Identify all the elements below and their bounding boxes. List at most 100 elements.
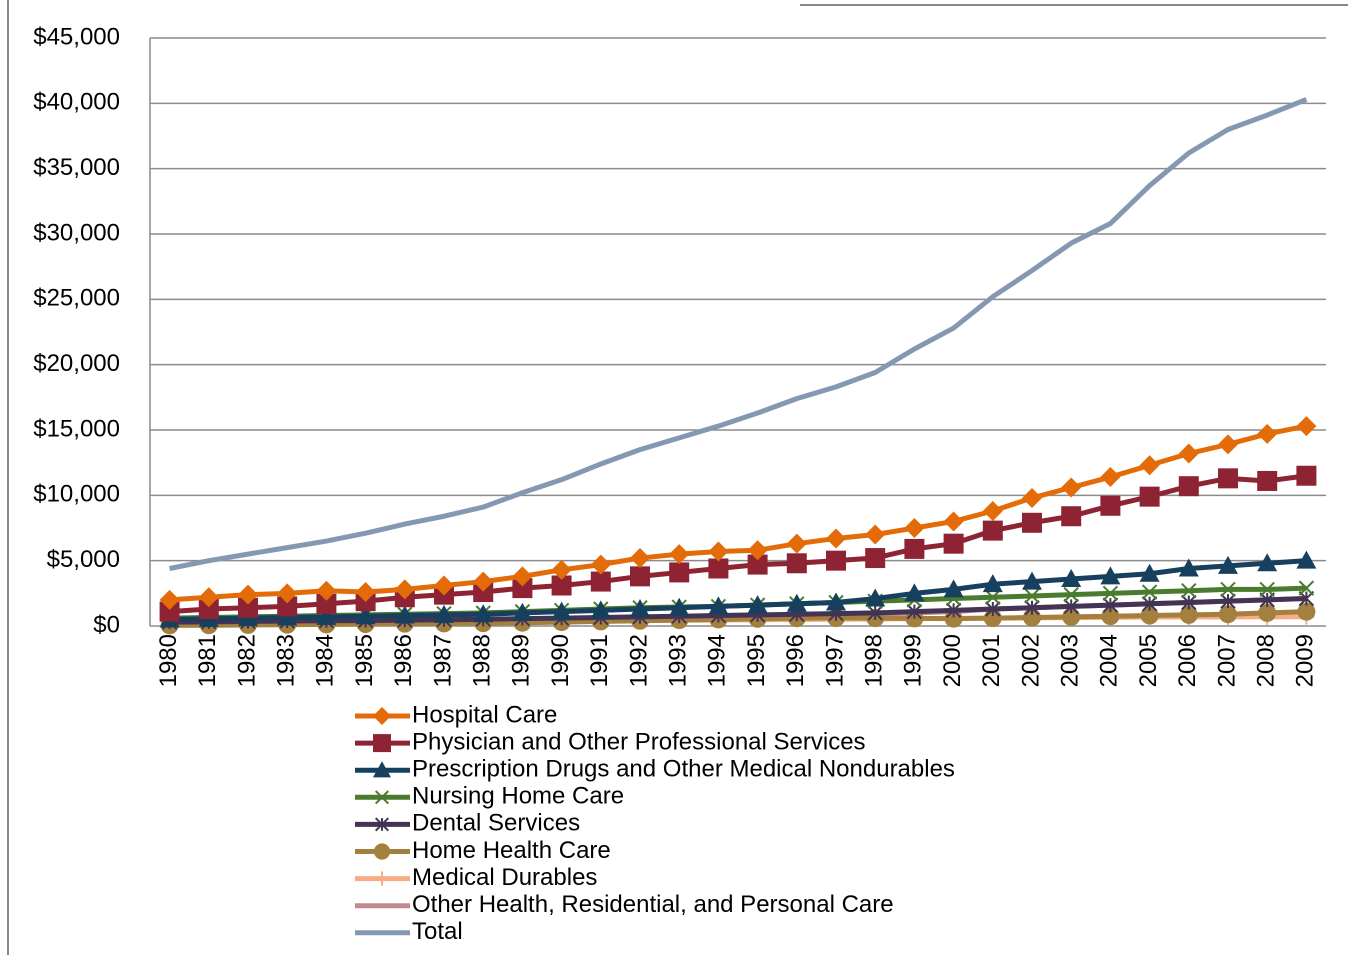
legend-label: Physician and Other Professional Service… — [412, 728, 866, 755]
data-point — [1218, 468, 1238, 489]
data-point — [747, 595, 768, 614]
data-point — [786, 533, 807, 554]
data-point — [906, 603, 923, 620]
data-point — [1022, 571, 1042, 590]
data-point — [473, 582, 494, 603]
data-point — [512, 566, 533, 587]
data-point — [1061, 477, 1082, 498]
x-tick-label: 1990 — [547, 634, 574, 687]
legend-label: Prescription Drugs and Other Medical Non… — [412, 756, 955, 783]
data-point — [1139, 486, 1160, 507]
data-point — [394, 605, 415, 624]
legend-label: Medical Durables — [412, 864, 597, 891]
data-point — [473, 571, 494, 592]
data-point — [985, 589, 1001, 605]
data-point — [786, 553, 807, 574]
x-tick-label: 1992 — [625, 634, 652, 687]
legend-label: Dental Services — [412, 810, 580, 837]
data-point — [904, 538, 925, 559]
data-point — [826, 592, 846, 611]
data-point — [826, 550, 846, 571]
data-point — [1022, 487, 1042, 508]
data-point — [904, 518, 925, 538]
x-tick-label: 1995 — [743, 634, 770, 687]
data-point — [943, 533, 964, 554]
data-point — [982, 501, 1003, 522]
data-point — [238, 597, 258, 618]
x-tick-label: 1983 — [273, 634, 300, 687]
y-tick-label: $35,000 — [33, 154, 120, 181]
data-point — [669, 562, 690, 583]
x-tick-label: 2000 — [939, 634, 966, 687]
data-point — [198, 599, 219, 620]
series-line — [169, 97, 1308, 571]
data-point — [316, 593, 337, 614]
data-point — [1297, 602, 1316, 621]
data-point — [551, 575, 572, 596]
legend-label: Nursing Home Care — [412, 783, 624, 810]
y-tick-label: $5,000 — [47, 546, 120, 573]
data-point — [1101, 607, 1120, 626]
data-point — [1258, 603, 1277, 622]
data-point — [1061, 506, 1082, 527]
data-point — [1296, 550, 1317, 569]
y-tick-label: $30,000 — [33, 219, 120, 246]
legend-marker — [374, 790, 390, 805]
x-tick-label: 1982 — [233, 634, 260, 687]
data-point — [1062, 607, 1081, 626]
data-point — [1220, 593, 1236, 609]
data-point — [708, 541, 729, 562]
x-tick-label: 1993 — [665, 634, 692, 687]
data-point — [434, 604, 454, 623]
data-point — [1063, 586, 1079, 603]
data-point — [1061, 568, 1082, 587]
data-point — [943, 579, 964, 598]
x-tick-label: 2009 — [1292, 634, 1319, 687]
data-point — [1298, 580, 1315, 596]
data-point — [943, 511, 964, 532]
data-point — [669, 544, 690, 565]
data-point — [1063, 598, 1079, 615]
data-point — [669, 597, 690, 616]
y-tick-label: $25,000 — [33, 285, 120, 312]
x-tick-label: 2008 — [1253, 634, 1280, 687]
data-point — [1141, 584, 1158, 600]
legend-marker — [373, 843, 391, 860]
data-point — [747, 554, 768, 575]
data-point — [394, 579, 415, 600]
data-point — [1100, 495, 1121, 516]
x-tick-label: 1998 — [861, 634, 888, 687]
data-point — [1219, 605, 1237, 624]
data-point — [1178, 558, 1199, 577]
y-tick-label: $40,000 — [33, 89, 120, 116]
x-tick-label: 2001 — [978, 634, 1005, 687]
data-point — [590, 600, 611, 619]
data-point — [1296, 416, 1317, 437]
data-point — [316, 580, 337, 601]
legend-marker — [374, 871, 390, 886]
data-point — [551, 601, 572, 620]
data-point — [512, 578, 533, 599]
data-point — [865, 588, 886, 607]
data-point — [904, 583, 925, 602]
data-point — [1141, 596, 1158, 612]
data-point — [1218, 555, 1238, 574]
data-point — [355, 606, 376, 625]
data-point — [1178, 443, 1199, 464]
data-point — [316, 606, 337, 625]
data-point — [1257, 553, 1278, 572]
data-point — [630, 599, 650, 618]
legend-marker — [373, 761, 391, 778]
data-point — [1024, 599, 1040, 616]
data-point — [982, 520, 1003, 541]
data-point — [630, 566, 650, 587]
data-point — [355, 582, 376, 603]
data-point — [630, 548, 650, 569]
x-tick-label: 2006 — [1174, 634, 1201, 687]
data-point — [1257, 470, 1278, 491]
legend-label: Home Health Care — [412, 837, 611, 864]
legend-label: Other Health, Residential, and Personal … — [412, 891, 894, 918]
x-tick-label: 1989 — [508, 634, 535, 687]
data-point — [473, 604, 494, 623]
